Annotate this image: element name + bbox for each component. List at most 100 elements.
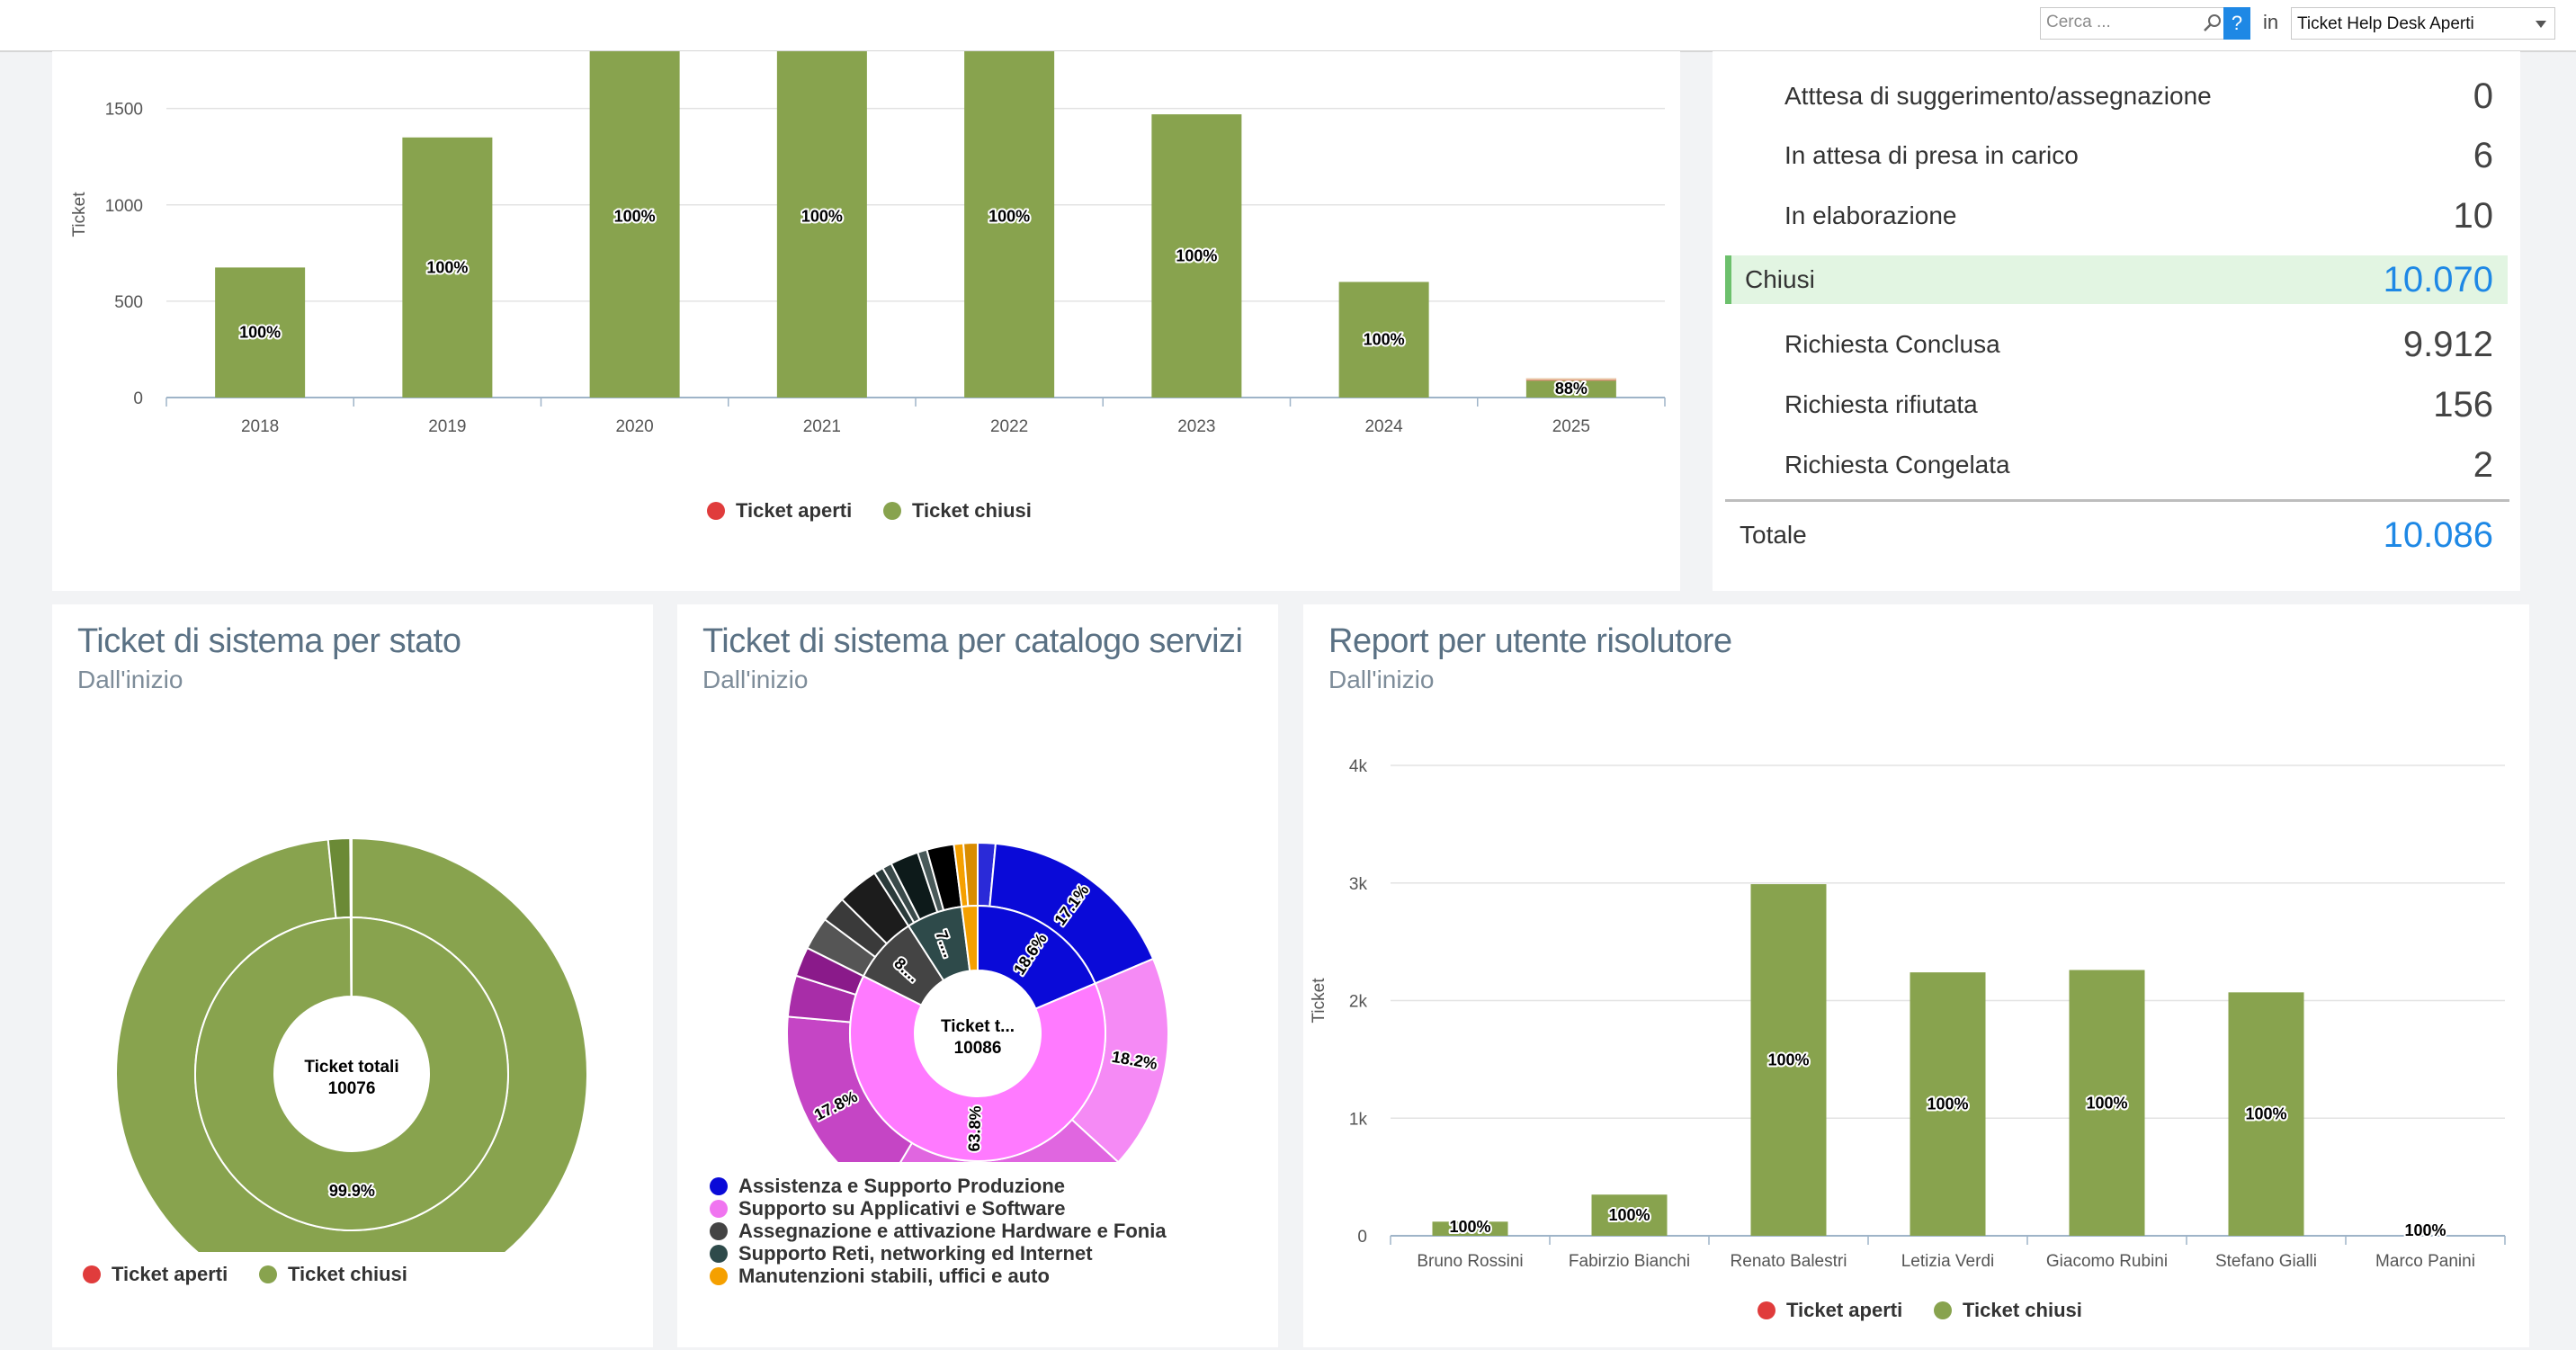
status-row-label: Richiesta Congelata — [1784, 451, 2010, 479]
status-row-value: 10 — [2454, 196, 2494, 237]
legend-label: Assistenza e Supporto Produzione — [738, 1175, 1065, 1197]
legend-dot-icon — [710, 1222, 728, 1240]
legend-dot-icon — [710, 1245, 728, 1263]
total-divider — [1725, 499, 2509, 502]
status-row-label: Richiesta Conclusa — [1784, 330, 2000, 359]
sunburst-slice[interactable] — [350, 838, 352, 917]
state-chart-panel: Ticket di sistema per stato Dall'inizio … — [52, 604, 653, 1347]
status-row[interactable]: In elaborazione 10 — [1713, 189, 2520, 243]
legend-item-open[interactable]: Ticket aperti — [83, 1263, 228, 1286]
x-tick-label: Giacomo Rubini — [2046, 1252, 2168, 1270]
panel-title: Ticket di sistema per catalogo servizi — [702, 622, 1243, 661]
bar-data-label: 100% — [1449, 1218, 1490, 1236]
legend-item[interactable]: Supporto su Applicativi e Software — [710, 1197, 1065, 1220]
status-row[interactable]: Richiesta Congelata 2 — [1713, 438, 2520, 492]
bar-data-label: 100% — [801, 208, 843, 226]
status-row[interactable]: Atttesa di suggerimento/assegnazione 0 — [1713, 69, 2520, 123]
bar-data-label: 100% — [2404, 1221, 2446, 1239]
status-row[interactable]: Totale 10.086 — [1713, 508, 2520, 562]
legend-label-open: Ticket aperti — [736, 499, 852, 522]
sunburst-slice[interactable] — [351, 917, 352, 997]
y-tick-label: 3k — [1349, 875, 1368, 894]
status-row-label: Totale — [1740, 521, 1807, 550]
status-row-label: Richiesta rifiutata — [1784, 390, 1978, 419]
legend-dot-icon — [710, 1177, 728, 1195]
slice-label: 99.9% — [329, 1182, 375, 1200]
y-tick-label: 2k — [1349, 993, 1368, 1012]
top-toolbar: ? in Ticket Help Desk Aperti — [0, 0, 2576, 52]
y-tick-label: 1500 — [105, 101, 143, 120]
status-row-label: Atttesa di suggerimento/assegnazione — [1784, 82, 2212, 111]
scope-select[interactable]: Ticket Help Desk Aperti — [2291, 7, 2555, 40]
legend-dot-icon — [710, 1200, 728, 1218]
center-label: Ticket t... — [941, 1017, 1015, 1036]
legend-item[interactable]: Assegnazione e attivazione Hardware e Fo… — [710, 1220, 1167, 1243]
bar-data-label: 100% — [988, 208, 1030, 226]
legend-item-closed[interactable]: Ticket chiusi — [1934, 1299, 2082, 1322]
x-tick-label: Bruno Rossini — [1417, 1252, 1523, 1270]
legend-label-closed: Ticket chiusi — [1963, 1299, 2082, 1321]
center-label: Ticket totali — [304, 1058, 398, 1077]
bar-data-label: 100% — [2245, 1105, 2286, 1123]
panel-subtitle: Dall'inizio — [702, 666, 808, 694]
legend-item-open[interactable]: Ticket aperti — [707, 499, 852, 523]
catalog-sunburst-chart: 17.1%18.2%21.8%17.8%18.6%63.8%8....7....… — [677, 694, 1278, 1162]
x-tick-label: 2018 — [241, 417, 279, 436]
slice-label: 63.8% — [965, 1105, 985, 1152]
legend-label-closed: Ticket chiusi — [912, 499, 1032, 522]
bar-data-label: 100% — [2086, 1094, 2127, 1112]
legend-label: Supporto Reti, networking ed Internet — [738, 1242, 1093, 1265]
center-value: 10076 — [328, 1079, 376, 1098]
y-axis-label: Ticket — [1310, 978, 1328, 1024]
status-row[interactable]: Richiesta rifiutata 156 — [1713, 378, 2520, 432]
bar-data-label: 100% — [1364, 331, 1405, 349]
bar-data-label: 100% — [426, 258, 468, 276]
legend-item[interactable]: Supporto Reti, networking ed Internet — [710, 1242, 1093, 1265]
help-button[interactable]: ? — [2223, 7, 2250, 40]
panel-subtitle: Dall'inizio — [77, 666, 183, 694]
center-value: 10086 — [954, 1039, 1002, 1058]
search-icon[interactable] — [2201, 12, 2224, 35]
y-tick-label: 500 — [114, 293, 143, 312]
status-row[interactable]: In attesa di presa in carico 6 — [1713, 129, 2520, 183]
x-tick-label: Marco Panini — [2375, 1252, 2475, 1270]
bar-data-label: 100% — [239, 324, 281, 342]
status-row-value: 2 — [2473, 445, 2493, 486]
status-row-value: 6 — [2473, 136, 2493, 176]
status-row[interactable]: Chiusi 10.070 — [1725, 255, 2508, 304]
legend-label-open: Ticket aperti — [112, 1263, 228, 1285]
user-bar-chart: 01k2k3k4kTicket100%Bruno Rossini100%Fabi… — [1303, 604, 2529, 1270]
legend-item[interactable]: Manutenzioni stabili, uffici e auto — [710, 1265, 1050, 1288]
legend-item[interactable]: Assistenza e Supporto Produzione — [710, 1175, 1065, 1198]
legend-item-open[interactable]: Ticket aperti — [1758, 1299, 1902, 1322]
x-tick-label: 2021 — [803, 417, 841, 436]
legend-dot-closed-icon — [883, 502, 901, 520]
legend-item-closed[interactable]: Ticket chiusi — [259, 1263, 407, 1286]
legend-label-closed: Ticket chiusi — [288, 1263, 407, 1285]
search-box[interactable] — [2040, 7, 2229, 40]
search-input[interactable] — [2041, 8, 2195, 37]
x-tick-label: Letizia Verdi — [1901, 1252, 1995, 1270]
status-row-value: 10.086 — [2384, 515, 2493, 556]
status-row-marker — [1725, 255, 1731, 304]
bar-data-label: 88% — [1555, 380, 1588, 398]
status-row-value: 156 — [2433, 385, 2493, 425]
legend-dot-icon — [710, 1267, 728, 1285]
scope-in-label: in — [2263, 11, 2278, 34]
year-chart-panel: 0 500 1000 1500 Ticket 100% 2018 100% 2019 100% 20… — [52, 51, 1680, 591]
legend-dot-open-icon — [1758, 1301, 1775, 1319]
status-row-label: Chiusi — [1745, 265, 1815, 294]
status-panel: Atttesa di suggerimento/assegnazione 0 In … — [1713, 51, 2520, 591]
status-row[interactable]: Richiesta Conclusa 9.912 — [1713, 317, 2520, 371]
x-tick-label: Stefano Gialli — [2215, 1252, 2317, 1270]
x-tick-label: 2020 — [615, 417, 653, 436]
x-tick-label: 2022 — [990, 417, 1028, 436]
legend-item-closed[interactable]: Ticket chiusi — [883, 499, 1032, 523]
bar-data-label: 100% — [1608, 1206, 1650, 1224]
x-tick-label: 2024 — [1364, 417, 1403, 436]
legend-label: Manutenzioni stabili, uffici e auto — [738, 1265, 1050, 1287]
legend-label-open: Ticket aperti — [1786, 1299, 1902, 1321]
y-tick-label: 1000 — [105, 197, 143, 216]
chevron-down-icon[interactable] — [2536, 21, 2546, 28]
